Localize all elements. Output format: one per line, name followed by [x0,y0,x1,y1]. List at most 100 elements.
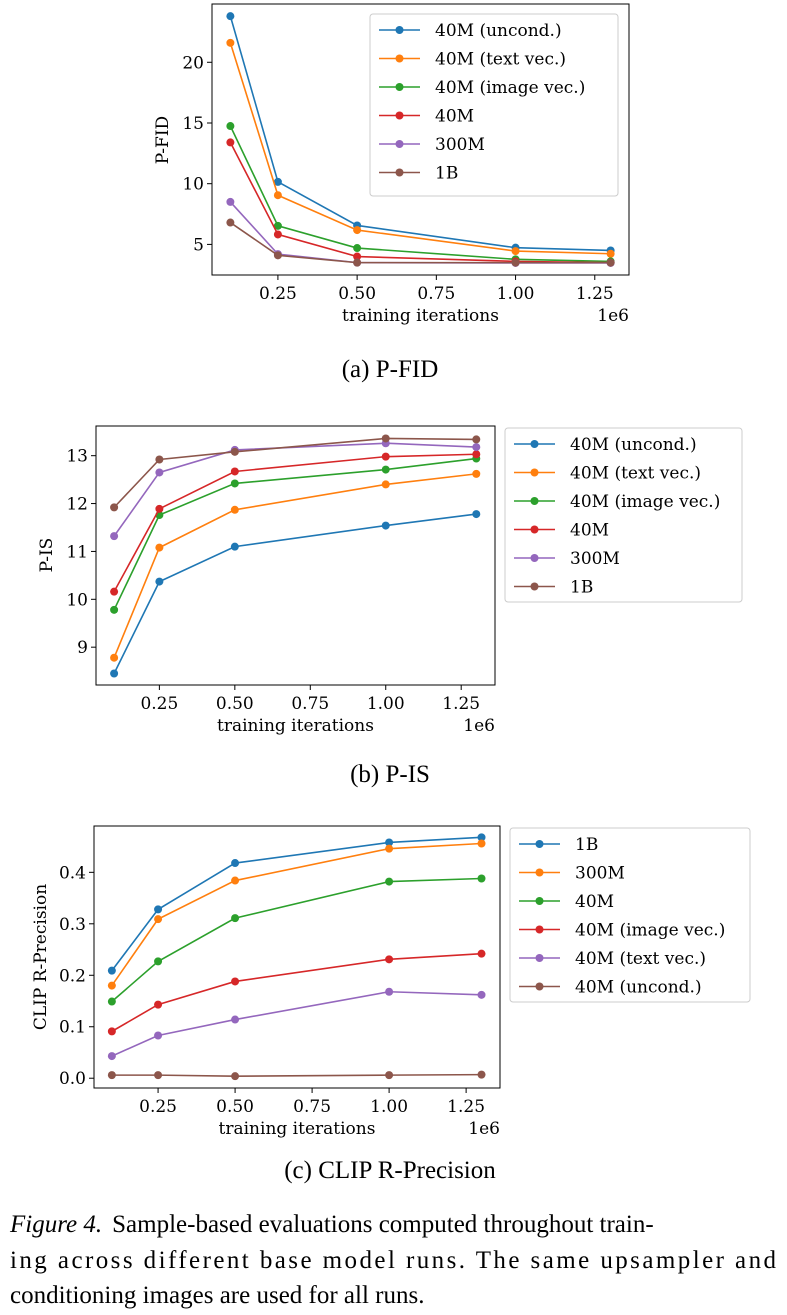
data-point [226,218,235,227]
data-point [226,138,235,147]
series-40m [110,450,481,596]
data-point [472,469,481,478]
x-tick-label: 1.00 [367,694,405,714]
x-tick-label: 1.00 [497,284,535,304]
data-point [107,1027,116,1036]
legend-label: 40M [435,107,474,127]
data-point [381,434,390,443]
data-point [273,221,282,230]
data-point [110,532,119,541]
x-tick-label: 0.75 [417,284,455,304]
data-point [107,997,116,1006]
data-point [110,653,119,662]
data-point [231,977,240,986]
series-40m-uncond- [107,1070,486,1081]
legend: 40M (uncond.) 40M (text vec.) 40M (image v… [504,427,743,603]
legend-label: 40M (uncond.) [435,21,562,41]
series-40m [107,874,486,1006]
y-tick-label: 0.3 [59,915,86,935]
legend-marker [530,468,539,477]
data-point [273,177,282,186]
series-300m [110,439,481,541]
y-tick-label: 5 [193,235,204,255]
data-point [511,258,520,267]
legend-marker [530,525,539,534]
x-tick-label: 0.75 [293,1097,331,1117]
data-point [107,1071,116,1080]
data-point [477,1070,486,1079]
chart-caption: (b) P-IS [350,761,430,788]
series-40m-text-vec- [110,469,481,662]
x-offset-label: 1e6 [463,716,495,736]
legend-marker [535,954,544,962]
data-point [385,877,394,886]
charts: 0.25 0.50 0.75 1.00 1.25 5 10 15 20 training iter… [31,3,751,1184]
data-point [385,844,394,853]
data-point [472,435,481,444]
axes-frame [95,425,496,686]
figure-caption: Figure 4. Sample-based evaluations comput… [9,1211,777,1309]
data-point [381,521,390,530]
series-line [113,453,477,593]
data-point [231,914,240,923]
legend-marker [535,982,544,991]
series-line [111,842,482,987]
legend-item: 40M (uncond.) [514,435,697,455]
data-point [154,1000,163,1009]
series-line [113,473,477,659]
y-axis-label: P-FID [153,116,173,164]
legend-item: 40M [519,892,614,912]
legend-item: 40M (text vec.) [514,464,701,484]
legend-label: 40M (text vec.) [575,949,706,969]
legend-item: 300M [519,864,625,884]
x-tick-label: 0.50 [338,284,376,304]
data-point [477,833,486,842]
data-point [107,966,116,975]
data-point [381,452,390,461]
data-point [154,957,163,966]
y-tick-label: 0.0 [59,1069,86,1089]
data-point [353,252,362,261]
x-offset-label: 1e6 [468,1119,500,1139]
legend-label: 40M (uncond.) [570,435,697,455]
x-axis-label: training iterations [342,306,499,326]
series-line [113,457,477,611]
legend-frame [509,827,751,1003]
legend-label: 40M (uncond.) [575,978,702,998]
data-point [155,504,164,513]
data-point [477,839,486,848]
series-300m [107,839,486,990]
figure-caption-line-2: ing across different base model runs. Th… [10,1247,777,1274]
legend-item: 300M [379,135,485,155]
legend-label: 40M [570,521,609,541]
data-point [230,447,239,456]
data-point [606,258,615,267]
y-tick-label: 0.4 [59,863,86,883]
data-point [353,244,362,253]
data-point [381,480,390,489]
data-point [385,1071,394,1080]
legend-item: 40M [379,107,474,127]
data-point [230,467,239,476]
x-tick-label: 1.25 [442,694,480,714]
data-point [155,577,164,586]
data-point [110,669,119,678]
legend-item: 40M [514,521,609,541]
data-point [385,987,394,996]
series-line [113,442,477,537]
data-point [385,955,394,964]
series-40m-uncond- [110,510,481,678]
x-tick-label: 1.25 [447,1097,485,1117]
data-point [472,510,481,519]
legend-label: 1B [575,835,598,855]
data-point [353,258,362,267]
data-point [230,479,239,488]
data-point [155,543,164,552]
legend-label: 1B [570,578,593,598]
legend-marker [530,582,539,591]
data-point [273,251,282,260]
data-point [230,505,239,514]
axes-frame [93,825,501,1089]
legend-item: 1B [519,835,598,855]
x-tick-label: 0.25 [259,284,297,304]
